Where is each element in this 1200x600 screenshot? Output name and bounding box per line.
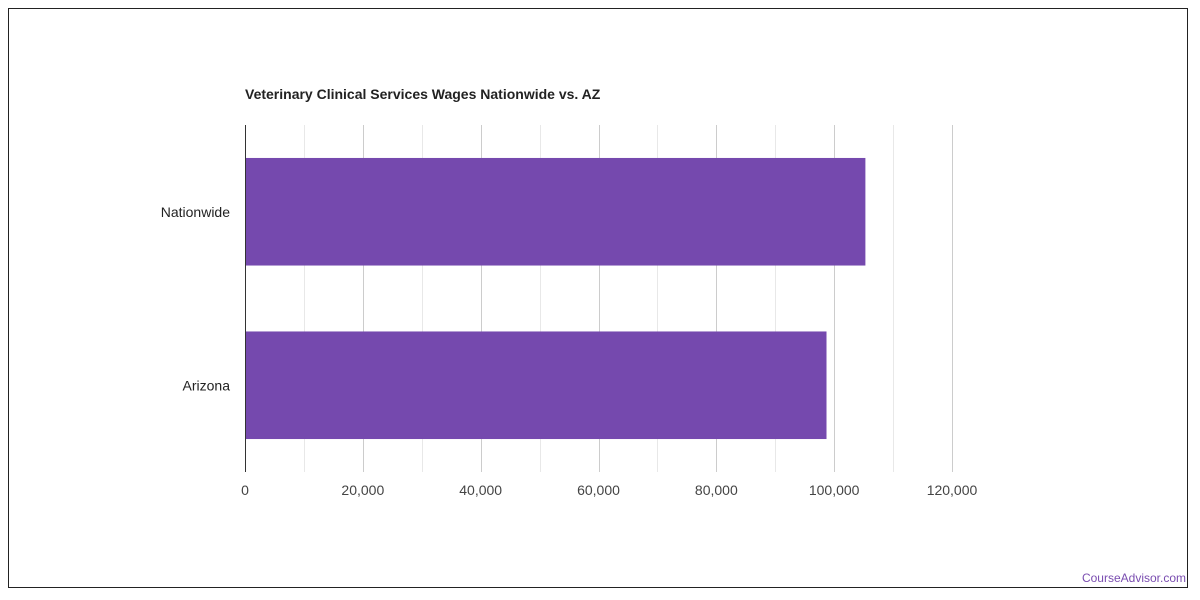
x-tick-label: 60,000: [577, 482, 620, 498]
chart-title: Veterinary Clinical Services Wages Natio…: [245, 86, 601, 102]
x-tick-label: 120,000: [927, 482, 978, 498]
category-label: Arizona: [183, 377, 231, 393]
x-tick-label: 100,000: [809, 482, 860, 498]
bar-nationwide: [245, 157, 866, 266]
x-tick-label: 0: [241, 482, 249, 498]
chart-frame: [8, 8, 1188, 588]
category-label: Nationwide: [161, 204, 230, 220]
x-tick-label: 20,000: [341, 482, 384, 498]
x-tick-label: 40,000: [459, 482, 502, 498]
bar-arizona: [245, 331, 827, 440]
source-link[interactable]: CourseAdvisor.com: [1081, 571, 1186, 585]
x-tick-label: 80,000: [695, 482, 738, 498]
